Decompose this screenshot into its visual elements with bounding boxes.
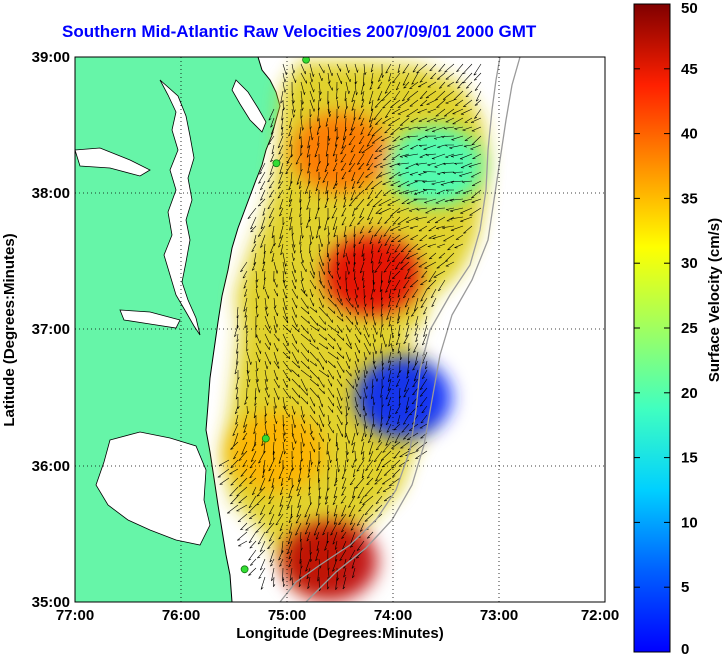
y-tick-label: 39:00 bbox=[32, 49, 70, 66]
isobath-line bbox=[279, 57, 501, 602]
colorbar-tick-label: 0 bbox=[681, 641, 689, 658]
colorbar-tick-label: 20 bbox=[681, 385, 698, 402]
river-mouth-1 bbox=[75, 147, 151, 177]
x-tick-label: 77:00 bbox=[56, 607, 94, 624]
colorbar-tick-label: 35 bbox=[681, 190, 698, 207]
velocity-vector bbox=[217, 63, 482, 592]
y-tick-label: 36:00 bbox=[32, 458, 70, 475]
river-mouth-2 bbox=[119, 309, 181, 329]
radar-station-marker bbox=[240, 565, 249, 574]
colorbar-tick-label: 25 bbox=[681, 320, 698, 337]
colorbar-label: Surface Velocity (cm/s) bbox=[706, 218, 723, 382]
y-tick-label: 35:00 bbox=[32, 594, 70, 611]
colorbar-tick-label: 10 bbox=[681, 514, 698, 531]
axes-frame bbox=[74, 56, 606, 603]
radar-station-marker bbox=[302, 57, 310, 64]
chesapeake-bay bbox=[159, 79, 201, 336]
x-tick-label: 74:00 bbox=[374, 607, 412, 624]
isobath-line-2 bbox=[305, 57, 521, 602]
x-tick-label: 75:00 bbox=[268, 607, 306, 624]
x-axis-label: Longitude (Degrees:Minutes) bbox=[236, 625, 444, 642]
x-tick-label: 72:00 bbox=[581, 607, 619, 624]
colorbar-tick-label: 30 bbox=[681, 255, 698, 272]
colorbar-tick-label: 40 bbox=[681, 126, 698, 143]
colorbar-tick-label: 15 bbox=[681, 450, 698, 467]
colorbar-tick-label: 50 bbox=[681, 0, 698, 17]
colorbar-tick-label: 5 bbox=[681, 579, 689, 596]
x-axis: 77:00 76:00 75:00 74:00 73:00 72:00 Long… bbox=[56, 607, 619, 642]
velocity-region-north-band bbox=[292, 112, 388, 193]
map-title: Southern Mid-Atlantic Raw Velocities 200… bbox=[62, 22, 537, 41]
y-tick-label: 38:00 bbox=[32, 185, 70, 202]
grid bbox=[75, 57, 605, 602]
coastline bbox=[205, 57, 281, 602]
radar-stations bbox=[240, 57, 310, 574]
x-tick-label: 73:00 bbox=[480, 607, 518, 624]
y-axis-label: Latitude (Degrees:Minutes) bbox=[1, 233, 18, 426]
radar-station-marker bbox=[272, 159, 281, 168]
colorbar: 0 5 10 15 20 25 30 35 40 45 50 Surface Velocity (c… bbox=[633, 0, 723, 658]
y-tick-label: 37:00 bbox=[32, 321, 70, 338]
pamlico-sound bbox=[95, 431, 211, 546]
x-tick-label: 76:00 bbox=[162, 607, 200, 624]
velocity-region-east-slow bbox=[355, 357, 452, 438]
velocity-arrows bbox=[217, 63, 482, 592]
delaware-bay bbox=[231, 79, 267, 133]
y-axis: 35:00 36:00 37:00 38:00 39:00 Latitude (… bbox=[1, 49, 70, 611]
colorbar-tick-label: 45 bbox=[681, 61, 698, 78]
radar-station-marker bbox=[261, 434, 270, 443]
